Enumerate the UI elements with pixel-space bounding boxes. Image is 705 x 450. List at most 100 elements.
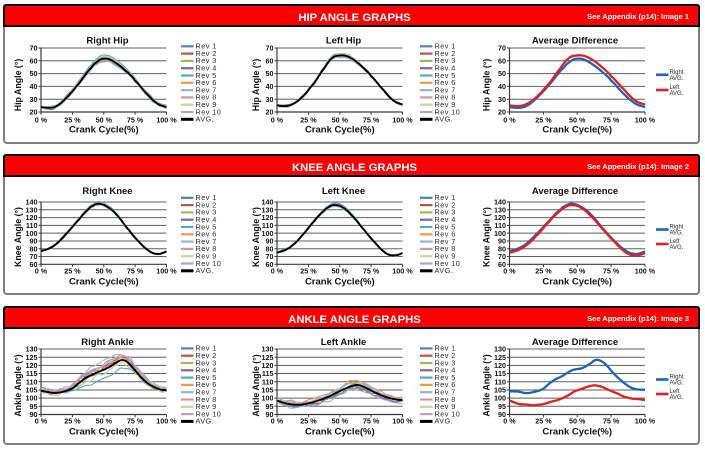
svg-text:Rev 9: Rev 9 (196, 402, 217, 411)
svg-text:Rev 10: Rev 10 (435, 409, 461, 418)
svg-text:100: 100 (26, 394, 38, 403)
svg-text:Rev 7: Rev 7 (196, 237, 217, 246)
svg-text:Rev 7: Rev 7 (435, 388, 456, 397)
svg-text:125: 125 (262, 353, 274, 362)
svg-text:100 %: 100 % (635, 266, 656, 275)
svg-text:75 %: 75 % (127, 417, 144, 426)
svg-text:Rev 4: Rev 4 (196, 64, 217, 73)
svg-text:100: 100 (26, 229, 38, 238)
svg-text:0 %: 0 % (35, 266, 48, 275)
svg-text:Left: Left (670, 239, 680, 245)
svg-text:115: 115 (26, 369, 38, 378)
svg-text:Crank Cycle(%): Crank Cycle(%) (542, 426, 612, 437)
svg-text:Average Difference: Average Difference (532, 186, 618, 197)
svg-text:Right: Right (670, 70, 684, 76)
svg-text:Rev 5: Rev 5 (435, 222, 456, 231)
svg-text:25 %: 25 % (300, 266, 317, 275)
svg-text:AVG.: AVG. (670, 91, 684, 97)
svg-text:75 %: 75 % (603, 417, 620, 426)
svg-text:25 %: 25 % (535, 266, 552, 275)
svg-text:Rev 3: Rev 3 (435, 56, 456, 65)
svg-text:50 %: 50 % (96, 417, 113, 426)
svg-text:25 %: 25 % (64, 116, 81, 125)
svg-text:100 %: 100 % (635, 116, 656, 125)
svg-text:Ankle Angle (°): Ankle Angle (°) (13, 354, 23, 416)
svg-text:Rev 8: Rev 8 (435, 244, 456, 253)
svg-text:Rev 1: Rev 1 (196, 193, 217, 202)
svg-text:Rev 5: Rev 5 (435, 71, 456, 80)
svg-text:115: 115 (494, 369, 506, 378)
svg-text:70: 70 (30, 252, 38, 261)
svg-text:70: 70 (498, 44, 506, 53)
svg-text:105: 105 (494, 386, 506, 395)
svg-text:100 %: 100 % (156, 266, 177, 275)
svg-text:Rev 3: Rev 3 (196, 358, 217, 367)
svg-text:Rev 6: Rev 6 (196, 230, 217, 239)
svg-text:Rev 10: Rev 10 (196, 259, 222, 268)
svg-text:25 %: 25 % (64, 266, 81, 275)
svg-text:80: 80 (498, 244, 506, 253)
svg-text:75 %: 75 % (603, 266, 620, 275)
svg-text:60: 60 (30, 260, 38, 269)
svg-text:95: 95 (30, 402, 38, 411)
svg-text:Rev 3: Rev 3 (435, 208, 456, 217)
svg-text:Rev 6: Rev 6 (196, 78, 217, 87)
svg-text:90: 90 (266, 237, 274, 246)
svg-text:Rev 4: Rev 4 (435, 366, 456, 375)
svg-text:Ankle Angle (°): Ankle Angle (°) (482, 354, 492, 416)
svg-text:Left: Left (670, 389, 680, 395)
svg-text:AVG.: AVG. (196, 115, 215, 124)
svg-text:110: 110 (494, 221, 506, 230)
svg-text:0 %: 0 % (35, 417, 48, 426)
svg-text:Rev 5: Rev 5 (196, 222, 217, 231)
svg-text:75 %: 75 % (363, 417, 380, 426)
svg-text:50 %: 50 % (96, 116, 113, 125)
svg-text:50 %: 50 % (569, 417, 586, 426)
svg-text:110: 110 (26, 221, 38, 230)
svg-text:Rev 2: Rev 2 (196, 200, 217, 209)
svg-text:Rev 1: Rev 1 (435, 193, 456, 202)
svg-text:25 %: 25 % (535, 417, 552, 426)
svg-text:130: 130 (26, 205, 38, 214)
svg-text:Rev 10: Rev 10 (196, 409, 222, 418)
svg-text:100: 100 (262, 229, 274, 238)
svg-text:Rev 4: Rev 4 (435, 215, 456, 224)
svg-text:Rev 6: Rev 6 (435, 78, 456, 87)
svg-text:Hip Angle (°): Hip Angle (°) (251, 59, 261, 112)
svg-text:Rev 9: Rev 9 (196, 252, 217, 261)
svg-text:Rev 6: Rev 6 (196, 380, 217, 389)
svg-text:0 %: 0 % (271, 417, 284, 426)
svg-text:Left Ankle: Left Ankle (321, 337, 367, 348)
svg-text:100 %: 100 % (392, 417, 413, 426)
svg-text:100: 100 (494, 394, 506, 403)
svg-text:120: 120 (262, 213, 274, 222)
svg-text:40: 40 (266, 82, 274, 91)
svg-text:60: 60 (266, 260, 274, 269)
svg-text:Rev 1: Rev 1 (196, 42, 217, 51)
svg-text:140: 140 (494, 198, 506, 207)
svg-text:100 %: 100 % (392, 266, 413, 275)
svg-text:0 %: 0 % (271, 116, 284, 125)
svg-text:120: 120 (494, 361, 506, 370)
svg-text:95: 95 (266, 402, 274, 411)
svg-text:AVG.: AVG. (196, 266, 215, 275)
svg-text:90: 90 (266, 410, 274, 419)
svg-text:140: 140 (262, 198, 274, 207)
svg-text:130: 130 (26, 345, 38, 354)
svg-text:50: 50 (498, 69, 506, 78)
svg-text:30: 30 (30, 95, 38, 104)
svg-text:Left: Left (670, 85, 680, 91)
svg-text:130: 130 (262, 345, 274, 354)
svg-text:0 %: 0 % (503, 417, 516, 426)
svg-text:Right: Right (670, 225, 684, 231)
svg-text:Rev 7: Rev 7 (196, 388, 217, 397)
svg-text:100: 100 (262, 394, 274, 403)
svg-text:Rev 2: Rev 2 (196, 49, 217, 58)
svg-text:Rev 3: Rev 3 (435, 358, 456, 367)
svg-text:Average Difference: Average Difference (532, 35, 618, 46)
svg-text:Rev 1: Rev 1 (196, 344, 217, 353)
svg-text:Rev 8: Rev 8 (196, 395, 217, 404)
svg-text:Rev 2: Rev 2 (435, 351, 456, 360)
svg-text:Rev 8: Rev 8 (435, 93, 456, 102)
svg-text:Rev 9: Rev 9 (196, 100, 217, 109)
